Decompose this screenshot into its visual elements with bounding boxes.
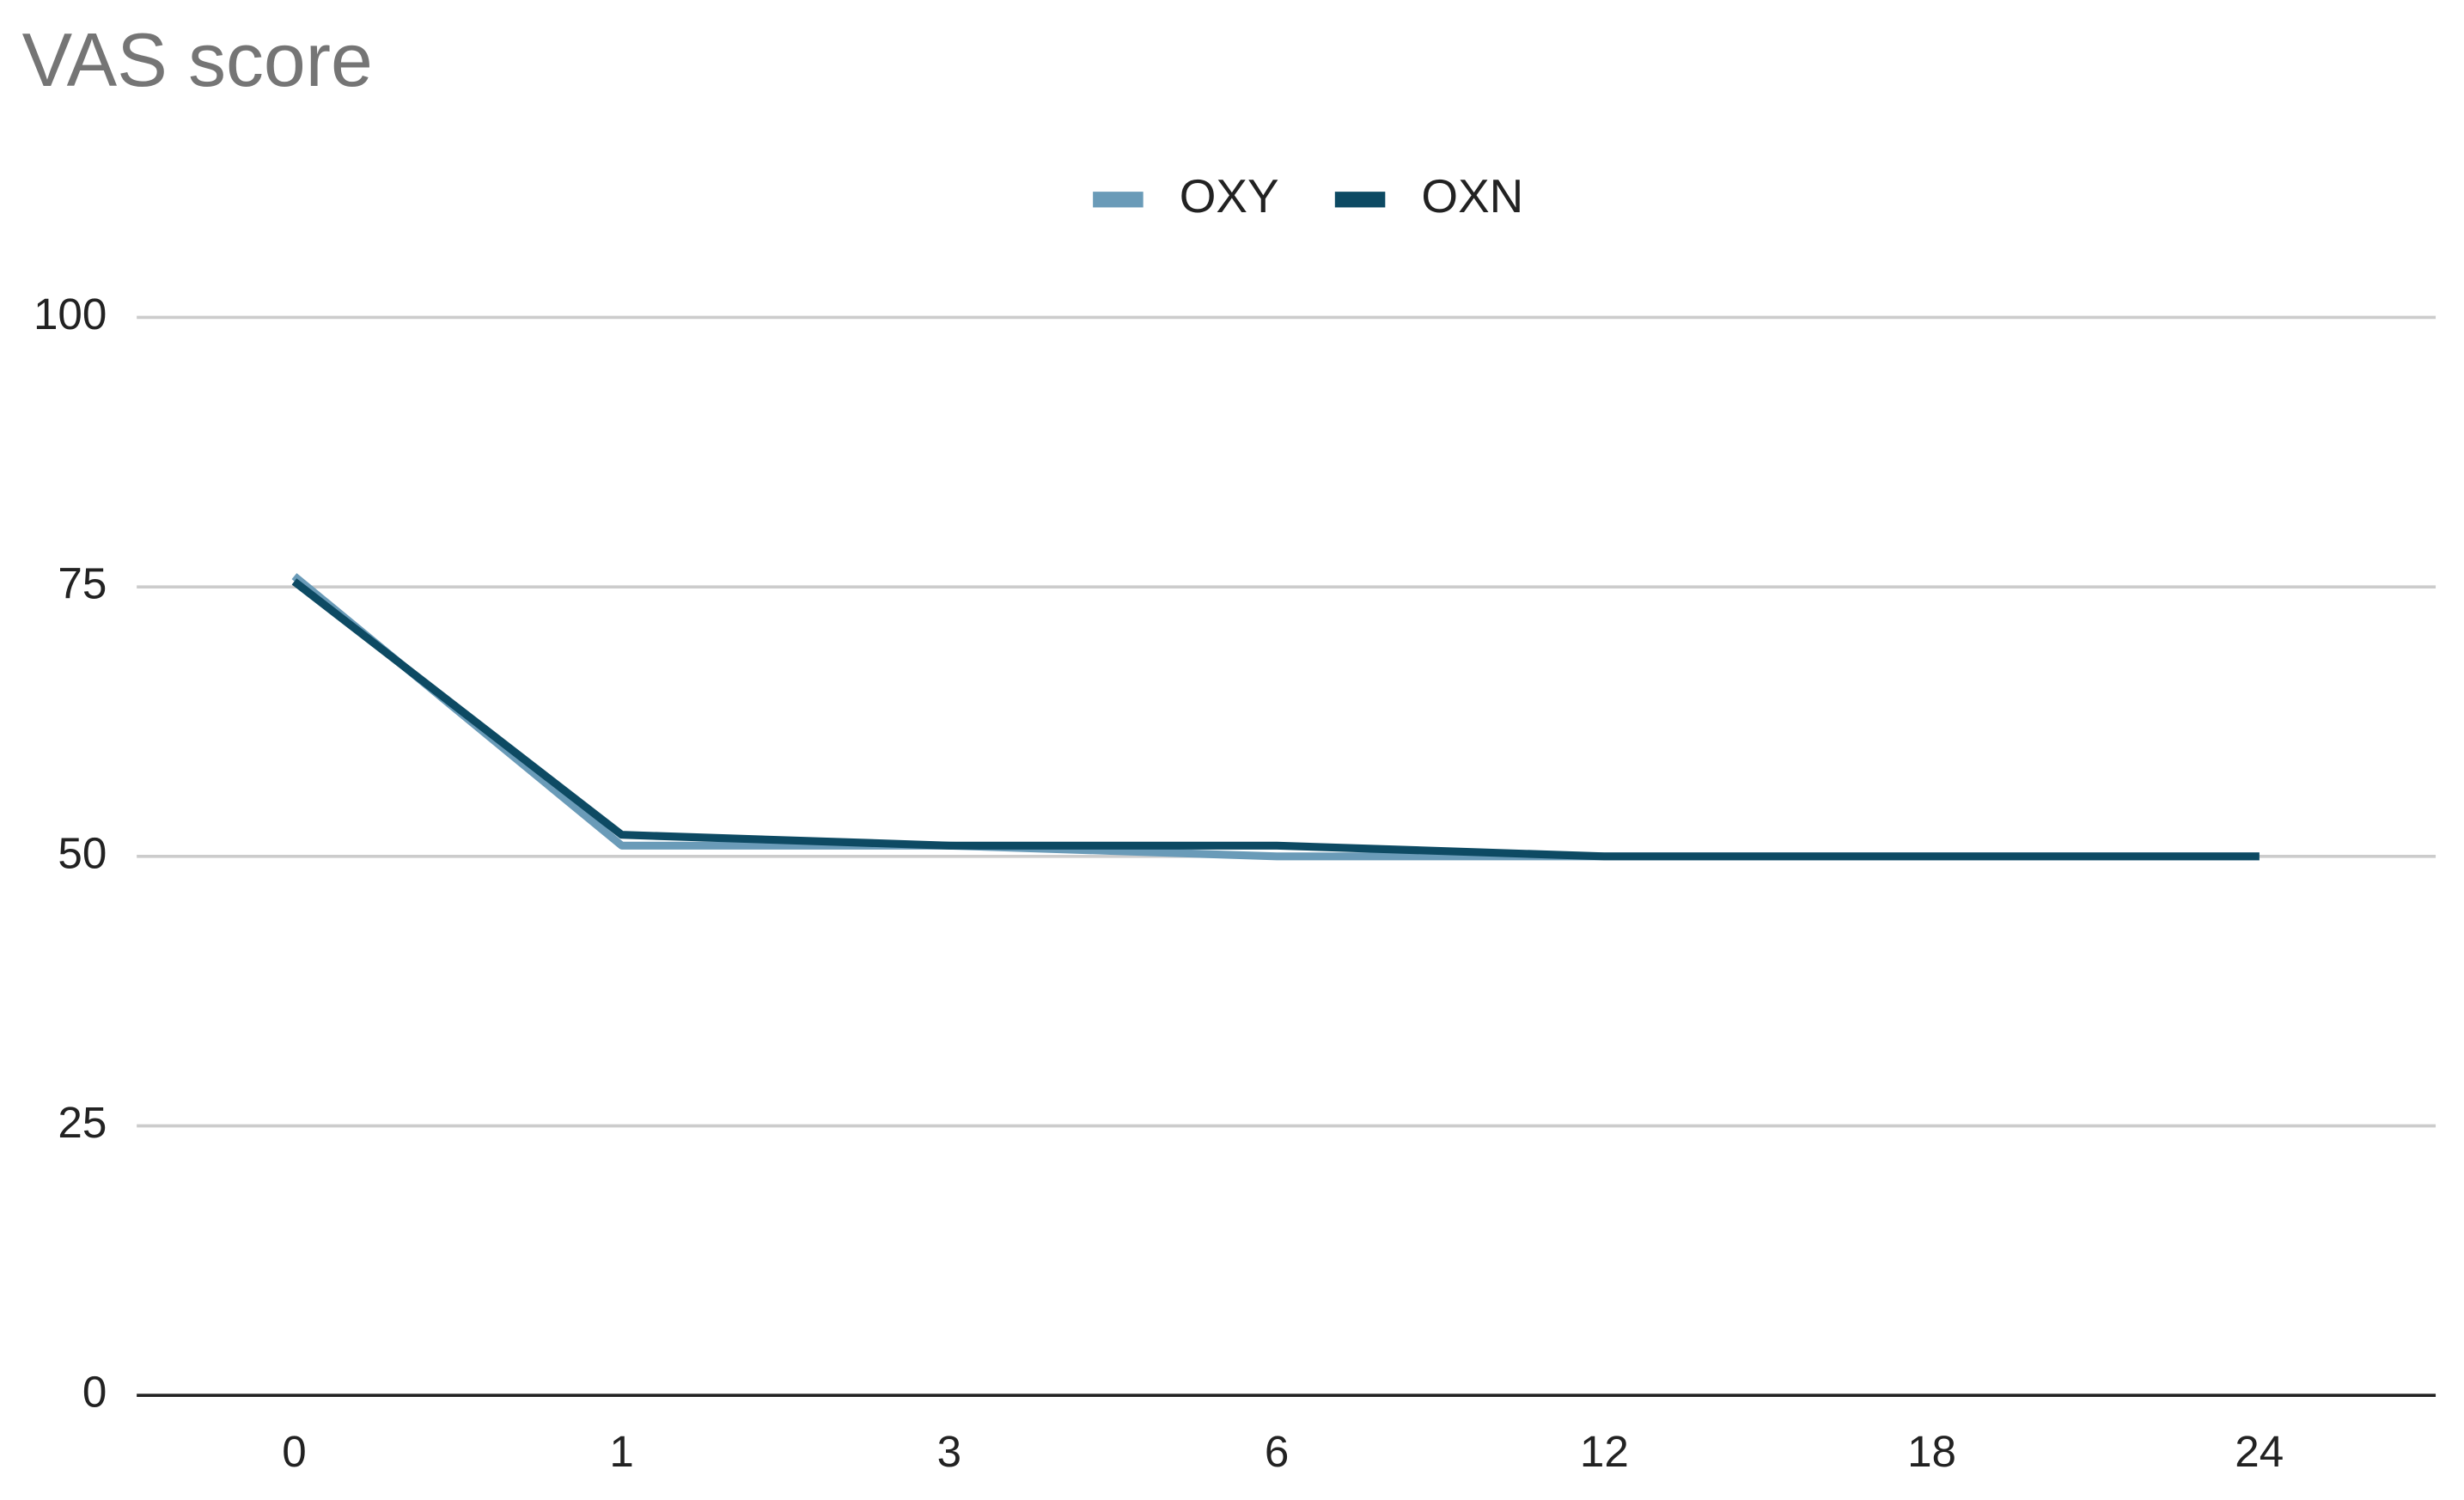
x-tick-label: 24 [2235,1427,2284,1476]
legend-label: OXY [1180,169,1279,223]
y-tick-label: 25 [58,1098,107,1147]
y-tick-label: 0 [82,1368,107,1417]
x-tick-label: 12 [1580,1427,1629,1476]
chart-title: VAS score [22,18,373,102]
y-tick-label: 75 [58,559,107,608]
y-tick-label: 50 [58,828,107,877]
series-line [291,578,2260,861]
x-tick-label: 1 [609,1427,633,1476]
y-tick-label: 100 [34,290,107,338]
legend-label: OXN [1421,169,1523,223]
x-tick-label: 18 [1907,1427,1956,1476]
x-tick-label: 6 [1265,1427,1289,1476]
x-tick-label: 3 [937,1427,961,1476]
legend-swatch [1334,192,1386,208]
x-tick-label: 0 [282,1427,306,1476]
legend-swatch [1093,192,1144,208]
